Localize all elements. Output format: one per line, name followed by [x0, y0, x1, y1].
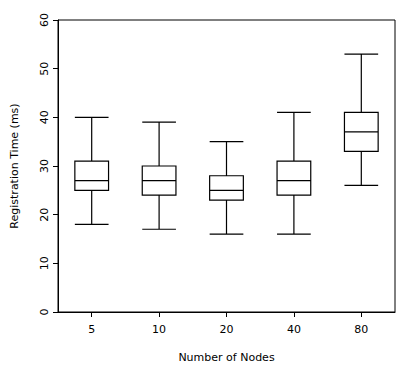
svg-text:Registration Time (ms): Registration Time (ms) — [8, 103, 21, 228]
svg-text:10: 10 — [152, 323, 166, 336]
svg-text:40: 40 — [287, 323, 301, 336]
svg-text:0: 0 — [38, 309, 51, 316]
svg-text:30: 30 — [38, 159, 51, 173]
svg-text:20: 20 — [220, 323, 234, 336]
svg-text:60: 60 — [38, 13, 51, 27]
svg-text:5: 5 — [88, 323, 95, 336]
svg-text:40: 40 — [38, 110, 51, 124]
svg-text:80: 80 — [354, 323, 368, 336]
svg-text:10: 10 — [38, 256, 51, 270]
svg-text:Number of Nodes: Number of Nodes — [178, 351, 274, 364]
svg-text:50: 50 — [38, 62, 51, 76]
svg-text:20: 20 — [38, 208, 51, 222]
